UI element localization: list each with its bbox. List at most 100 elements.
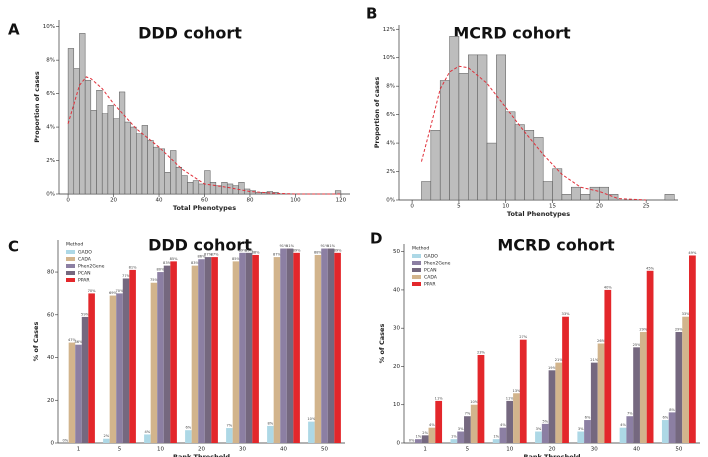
bar-value-label: 86%: [198, 255, 207, 259]
y-tick-label: 10%: [383, 55, 395, 61]
bar-value-label: 27%: [519, 335, 528, 339]
histogram-bar: [238, 182, 245, 195]
chart-title: MCRD cohort: [453, 24, 571, 43]
x-tick-label: 20: [110, 198, 117, 204]
bar-value-label: 21%: [555, 358, 564, 362]
histogram-bar: [198, 183, 205, 195]
x-tick-label: 20: [198, 447, 205, 453]
bar: [555, 362, 563, 443]
histogram-bar: [84, 79, 92, 195]
histogram-bar: [552, 168, 563, 201]
histogram-bar: [571, 186, 581, 201]
bar-value-label: 49%: [688, 251, 697, 255]
histogram-bar: [589, 186, 600, 201]
bar: [211, 257, 218, 443]
x-tick-label: 60: [201, 198, 208, 204]
bar: [519, 339, 527, 443]
chart-title: DDD cohort: [148, 236, 252, 255]
bar-value-label: 89%: [245, 248, 254, 252]
x-axis-label: Total Phenotypes: [507, 210, 570, 218]
bar: [157, 272, 164, 443]
bar-value-label: 25%: [633, 343, 642, 347]
bar-value-label: 91%: [321, 244, 330, 248]
histogram-bar: [153, 146, 160, 195]
y-axis-label: Proportion of cases: [373, 77, 381, 149]
histogram-bar: [505, 111, 516, 201]
legend-swatch: [66, 264, 75, 268]
bar-value-label: 26%: [597, 339, 606, 343]
x-tick-label: 5: [466, 447, 470, 453]
bar-value-label: 1%: [416, 435, 422, 439]
x-tick-label: 20: [596, 204, 603, 210]
legend-label: PPAR: [78, 278, 90, 284]
bar-value-label: 59%: [81, 312, 90, 316]
bar-value-label: 8%: [669, 408, 675, 412]
y-axis-label: % of Cases: [378, 324, 386, 364]
histogram-bar: [430, 130, 441, 201]
bar-value-label: 70%: [88, 289, 97, 293]
bar: [170, 261, 177, 443]
y-tick-label: 40: [47, 355, 54, 361]
bar-value-label: 11%: [506, 396, 515, 400]
bar: [562, 316, 569, 443]
legend-label: Phen2Gene: [424, 261, 451, 267]
bar-value-label: 13%: [512, 389, 521, 393]
bar: [129, 269, 136, 443]
legend-label: GADO: [78, 250, 92, 256]
bar-value-label: 88%: [314, 250, 323, 254]
bar: [689, 255, 696, 443]
bar-value-label: 29%: [675, 328, 684, 332]
y-tick-label: 10%: [43, 24, 55, 30]
bar: [626, 416, 634, 443]
histogram-bar: [561, 194, 572, 201]
y-tick-label: 2%: [46, 158, 55, 164]
x-tick-label: 10: [506, 447, 513, 453]
bar-value-label: 80%: [157, 268, 166, 272]
legend-label: PPAR: [424, 282, 436, 288]
legend-label: PCAN: [424, 268, 437, 274]
histogram-bar: [101, 113, 109, 195]
legend-swatch: [412, 275, 421, 279]
histogram-bar: [90, 110, 97, 195]
bar-value-label: 2%: [104, 434, 110, 438]
bar-value-label: 75%: [150, 278, 159, 282]
bar: [506, 400, 514, 443]
bar: [122, 278, 130, 443]
x-tick-label: 80: [246, 198, 253, 204]
bar-value-label: 91%: [280, 244, 289, 248]
bar: [308, 421, 315, 443]
y-tick-label: 80: [47, 270, 54, 276]
bar-value-label: 40%: [604, 285, 613, 289]
bar-value-label: 91%: [286, 244, 295, 248]
bar: [150, 282, 158, 443]
bar-value-label: 4%: [429, 423, 435, 427]
bar-value-label: 6%: [662, 416, 668, 420]
bar-value-label: 45%: [646, 266, 655, 270]
bar: [327, 248, 335, 443]
panel-letter: A: [8, 21, 20, 39]
bar-value-label: 89%: [334, 248, 343, 252]
bar: [245, 252, 253, 443]
bar: [163, 265, 171, 443]
x-tick-label: 40: [156, 198, 163, 204]
histogram-bar: [608, 194, 619, 201]
chart-panel: B MCRD cohort Total Phenotypes Proportion o…: [366, 5, 678, 218]
legend-swatch: [66, 257, 75, 261]
bar: [661, 420, 669, 443]
bar: [457, 431, 465, 443]
bar: [535, 431, 542, 443]
kde-curve: [420, 65, 647, 201]
bar: [597, 343, 605, 443]
bar-value-label: 8%: [268, 421, 274, 425]
bar: [88, 293, 95, 443]
y-tick-label: 0: [51, 441, 55, 447]
histogram-bar: [477, 54, 488, 201]
bar-value-label: 21%: [590, 358, 599, 362]
y-tick-label: 6%: [386, 112, 395, 118]
bar: [548, 370, 556, 443]
bar-value-label: 6%: [585, 416, 591, 420]
y-tick-label: 30: [393, 326, 400, 332]
bar-value-label: 3%: [578, 427, 584, 431]
bar: [513, 393, 520, 443]
y-tick-label: 0: [397, 441, 401, 447]
